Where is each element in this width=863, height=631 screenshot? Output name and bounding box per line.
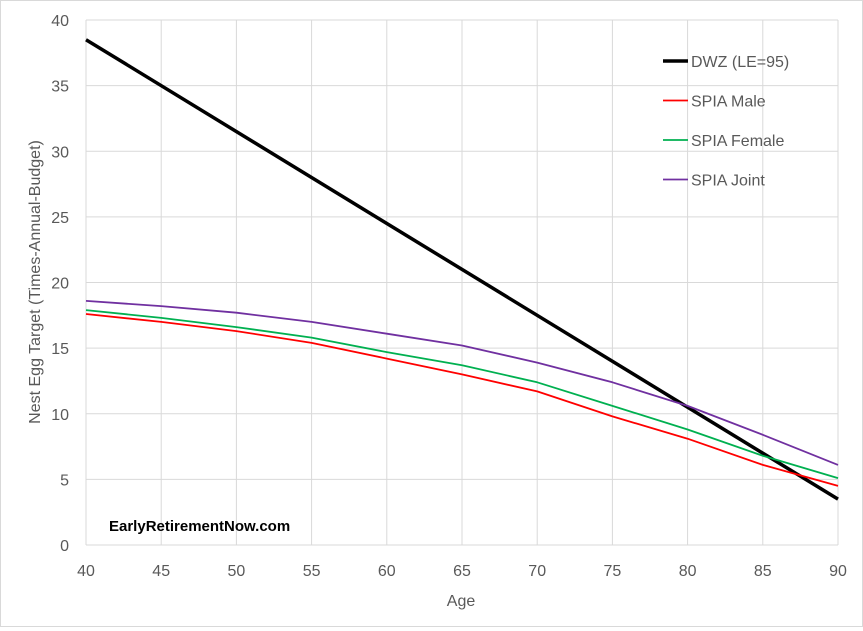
x-tick-label: 60	[378, 563, 396, 580]
x-tick-label: 85	[754, 563, 772, 580]
y-axis-title: Nest Egg Target (Times-Annual-Budget)	[27, 140, 44, 424]
x-tick-label: 40	[77, 563, 95, 580]
x-axis-ticks: 40 45 50 55 60 65 70 75 80 85 90	[77, 563, 847, 580]
y-tick-label: 15	[51, 341, 69, 358]
x-tick-label: 65	[453, 563, 471, 580]
legend-entry-label: DWZ (LE=95)	[691, 54, 789, 71]
source-annotation: EarlyRetirementNow.com	[109, 518, 290, 535]
gridlines	[85, 19, 839, 546]
x-tick-label: 90	[829, 563, 847, 580]
y-tick-label: 30	[51, 144, 69, 161]
y-tick-label: 20	[51, 276, 69, 293]
y-tick-label: 25	[51, 210, 69, 227]
x-axis-title: Age	[447, 593, 476, 610]
y-tick-label: 5	[60, 472, 69, 489]
x-tick-label: 55	[303, 563, 321, 580]
series-line-spia-joint	[85, 300, 839, 466]
x-tick-label: 80	[679, 563, 697, 580]
legend-entry-label: SPIA Male	[691, 94, 766, 111]
series-line-spia-male	[85, 313, 839, 487]
legend-entry-label: SPIA Joint	[691, 173, 765, 190]
series-line-dwz-le-95	[85, 38, 839, 501]
x-tick-label: 50	[228, 563, 246, 580]
y-axis-ticks: 0 5 10 15 20 25 30 35 40	[51, 13, 69, 555]
series-line-spia-female	[85, 309, 839, 479]
legend: DWZ (LE=95) SPIA Male SPIA Female SPIA Join…	[663, 54, 789, 190]
x-tick-label: 75	[604, 563, 622, 580]
y-tick-label: 10	[51, 407, 69, 424]
y-tick-label: 40	[51, 13, 69, 30]
x-tick-label: 70	[528, 563, 546, 580]
series-lines	[85, 38, 839, 501]
y-tick-label: 35	[51, 79, 69, 96]
legend-entry-label: SPIA Female	[691, 133, 784, 150]
y-tick-label: 0	[60, 538, 69, 555]
x-tick-label: 45	[152, 563, 170, 580]
